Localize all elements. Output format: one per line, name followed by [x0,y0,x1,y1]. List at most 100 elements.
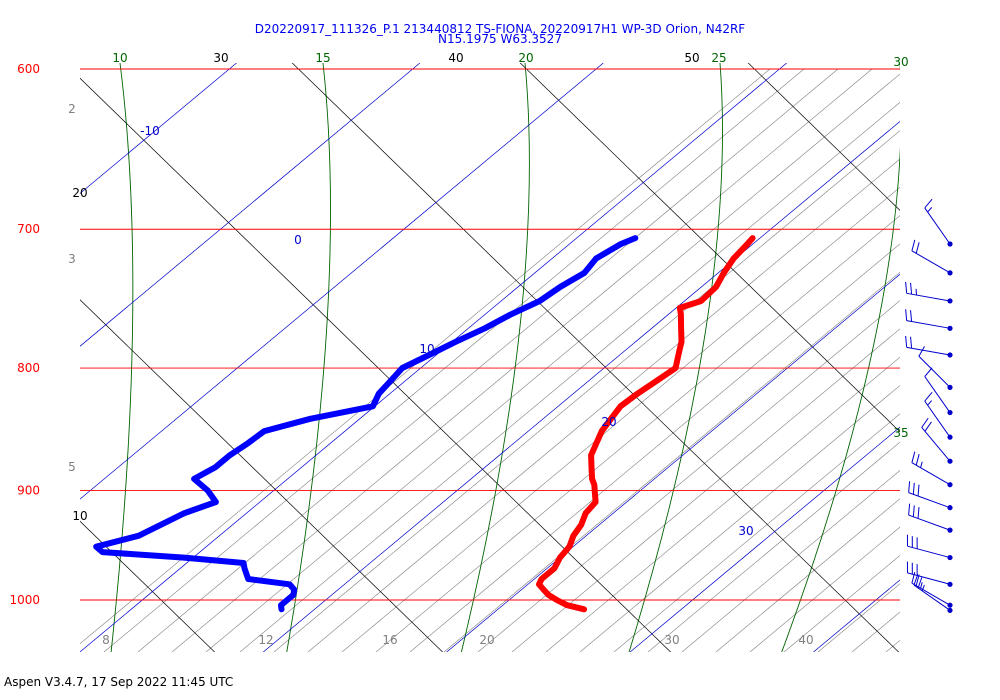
moist-adiabat-line [110,63,134,652]
isotherm-tick-label: 0 [294,233,302,247]
wind-barb [905,335,953,358]
chart-title-line2: N15.1975 W63.3527 [438,32,562,46]
temperature-profile-line [536,235,756,613]
dry-adiabat-tick-label: 50 [684,51,699,65]
mixing-ratio-tick-label: 30 [664,633,679,647]
dry-adiabat-tick-label: 30 [213,51,228,65]
wind-barbs [905,198,953,613]
mixing-ratio-line [103,68,805,652]
moist-adiabat-line [628,63,723,652]
wind-barb [911,239,953,276]
isotherm-line [0,63,53,652]
chart-title-line1: D20220917_111326_P.1 213440812 TS-FIONA,… [254,22,746,36]
mixing-ratio-tick-label: 40 [798,633,813,647]
mixing-ratio-line [171,68,873,652]
isotherm-line [80,63,787,652]
wind-barb [911,451,953,488]
mixing-ratio-line [817,583,900,652]
mixing-ratio-line [307,158,900,652]
dry-adiabat-line [291,63,900,652]
isotherm-line [263,120,900,652]
mixing-ratio-tick-label: 16 [382,633,397,647]
isotherm-tick-label: 10 [419,342,434,356]
pressure-tick-label: 700 [17,222,40,236]
mixing-ratio-line [613,413,900,652]
dry-adiabats [80,20,1000,700]
mixing-ratio-line [511,328,900,652]
isotherm-tick-label: 30 [738,524,753,538]
mixing-ratio-line [988,69,1000,652]
mixing-ratio-line [409,243,900,652]
dry-adiabat-tick-label: 20 [72,186,87,200]
wind-barb [905,281,953,304]
wind-barb [924,392,953,440]
wind-barb [906,534,953,561]
wind-barb [911,572,953,608]
wind-barb [913,574,953,613]
mixing-ratio-tick-label: 5 [68,460,76,474]
mixing-ratio-tick-label: 3 [68,252,76,266]
mixing-ratio-line [885,639,900,652]
dry-adiabat-tick-label: 40 [448,51,463,65]
isobars [80,68,900,601]
mixing-ratio-tick-label: 20 [479,633,494,647]
wind-barb [924,367,953,416]
moist-adiabat-line [781,63,900,652]
mixing-ratio-line [783,554,900,652]
moist-adiabat-tick-label: 35 [893,426,908,440]
footer-version: Aspen V3.4.7, 17 Sep 2022 11:45 UTC [4,675,234,689]
moist-adiabat-tick-label: 30 [893,55,908,69]
sounding-profiles [93,235,756,613]
wind-barb [921,417,953,464]
dry-adiabat-line [80,520,216,652]
mixing-ratio-line [273,130,900,652]
wind-barb [908,481,953,511]
isotherm-tick-label: -10 [140,124,160,138]
wind-barb [905,309,953,331]
dry-adiabat-tick-label: 10 [72,509,87,523]
mixing-ratio-line [205,73,900,652]
mixing-ratio-tick-label: 8 [102,633,110,647]
moist-adiabat-tick-label: 20 [518,51,533,65]
mixing-ratio-line [545,356,900,652]
moist-adiabat-line [286,63,331,652]
mixing-ratio-line [920,69,1000,652]
mixing-ratio-line [954,69,1000,652]
isotherm-line [80,63,604,500]
moist-adiabat-line [460,63,530,652]
mixing-ratio-line [715,498,900,652]
pressure-tick-label: 600 [17,62,40,76]
mixing-ratio-lines [80,68,1000,652]
dry-adiabat-line [519,63,900,433]
moist-adiabat-tick-label: 15 [315,51,330,65]
mixing-ratio-line [647,441,900,652]
mixing-ratio-line [749,526,900,652]
dewpoint-profile-line [93,235,639,613]
mixing-ratio-line [137,68,839,652]
moist-adiabat-tick-label: 25 [711,51,726,65]
dry-adiabat-line [932,20,1000,700]
wind-barb [924,198,953,247]
dry-adiabat-line [747,63,900,211]
pressure-tick-label: 1000 [9,593,40,607]
wind-barb [918,346,953,390]
mixing-ratio-line [375,215,900,652]
isotherm-line [80,63,237,194]
isotherm-tick-label: 20 [601,415,616,429]
isotherms [0,63,900,652]
dry-adiabat-line [80,77,672,652]
mixing-ratio-line [681,470,900,652]
chart-labels: 600 700 800 900 1000 -10 0 10 20 30 30 40 50 20 10 10 15… [9,51,908,647]
mixing-ratio-tick-label: 12 [258,633,273,647]
moist-adiabats [110,63,1000,662]
pressure-tick-label: 900 [17,483,40,497]
mixing-ratio-line [239,101,900,652]
mixing-ratio-line [477,300,900,652]
pressure-tick-label: 800 [17,361,40,375]
isotherm-line [629,426,900,652]
moist-adiabat-line [930,63,1000,662]
mixing-ratio-line [851,611,900,652]
isotherm-line [80,63,421,347]
mixing-ratio-line [341,186,900,652]
